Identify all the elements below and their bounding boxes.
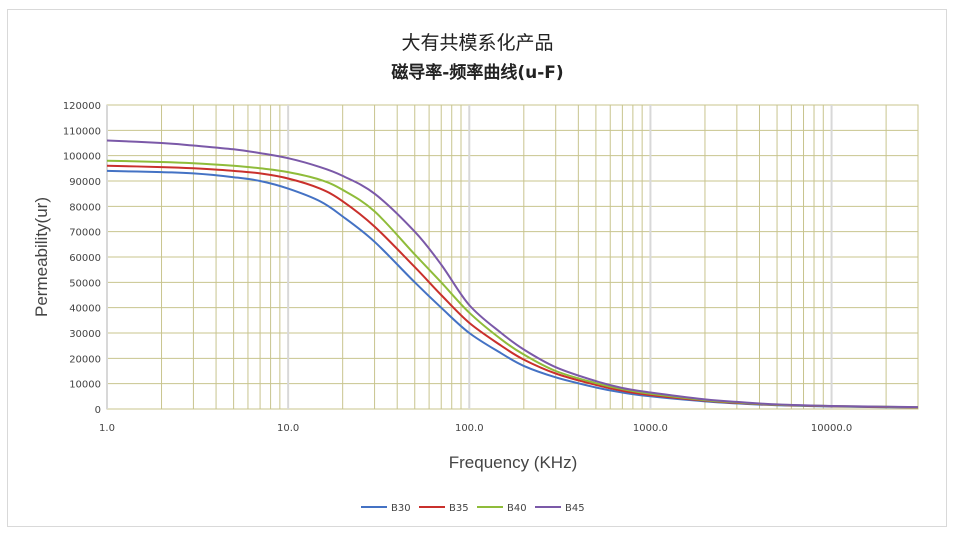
series-lines <box>106 139 919 409</box>
series-line-b40 <box>106 159 919 409</box>
y-tick-label: 50000 <box>69 278 101 289</box>
legend-label-b40: B40 <box>507 503 527 514</box>
series-line-b45 <box>106 139 919 409</box>
y-tick-label: 40000 <box>69 304 101 315</box>
y-tick-label: 90000 <box>69 177 101 188</box>
y-tick-label: 30000 <box>69 329 101 340</box>
y-tick-label: 60000 <box>69 253 101 264</box>
y-tick-label: 0 <box>95 405 101 416</box>
x-axis-ticks: 1.0 10.0 100.0 1000.0 10000.0 <box>99 423 852 434</box>
chart-subtitle: 磁导率-频率曲线(u-F) <box>391 63 564 83</box>
y-tick-label: 70000 <box>69 228 101 239</box>
x-tick-label: 10.0 <box>277 423 299 434</box>
legend-label-b30: B30 <box>391 503 411 514</box>
legend-label-b35: B35 <box>449 503 469 514</box>
x-tick-label: 1.0 <box>99 423 115 434</box>
series-line-b35 <box>106 164 919 409</box>
y-axis-label: Permeability(ur) <box>32 197 51 317</box>
chart-title: 大有共模系化产品 <box>401 32 554 54</box>
x-axis-label: Frequency (KHz) <box>449 453 577 472</box>
y-tick-label: 110000 <box>63 126 101 137</box>
y-tick-label: 80000 <box>69 202 101 213</box>
x-tick-label: 100.0 <box>455 423 484 434</box>
y-axis-ticks: 0 10000 20000 30000 40000 50000 60000 70000 8000… <box>63 101 101 416</box>
gridlines <box>106 104 919 410</box>
y-tick-label: 10000 <box>69 380 101 391</box>
y-tick-label: 20000 <box>69 354 101 365</box>
legend-label-b45: B45 <box>565 503 585 514</box>
chart-frame <box>7 9 947 527</box>
y-tick-label: 100000 <box>63 152 101 163</box>
x-tick-label: 1000.0 <box>633 423 668 434</box>
x-tick-label: 10000.0 <box>811 423 852 434</box>
y-tick-label: 120000 <box>63 101 101 112</box>
legend: B30 B35 B40 B45 <box>361 503 585 514</box>
